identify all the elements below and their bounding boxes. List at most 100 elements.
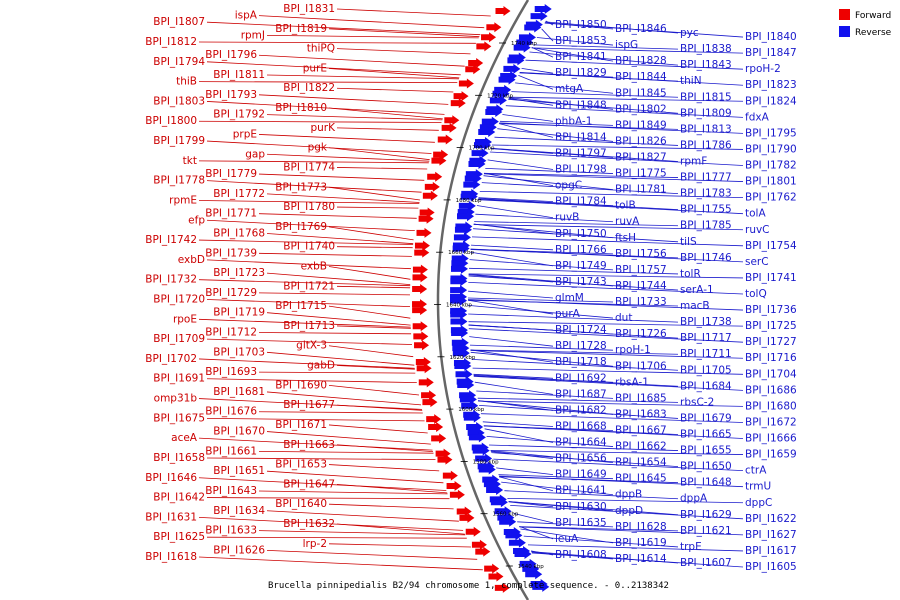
forward-gene-feature [414,247,430,258]
reverse-gene-label: BPI_I1849 [615,119,667,131]
forward-gene-label: BPI_I1677 [283,399,335,411]
forward-gene-feature [427,171,443,182]
forward-gene-label: BPI_I1822 [283,82,335,94]
forward-gene-label: BPI_I1640 [275,498,327,510]
reverse-gene-label: BPI_I1828 [615,55,667,67]
reverse-gene-feature [460,191,478,202]
reverse-leader-line [473,224,744,231]
reverse-gene-label: BPI_I1741 [745,272,797,284]
forward-leader-line [328,384,420,396]
reverse-gene-feature [463,412,481,423]
forward-gene-label: BPI_I1703 [213,346,265,358]
reverse-gene-label: opgC [555,180,582,192]
reverse-leader-line [513,513,554,524]
reverse-gene-label: serA-1 [680,284,714,296]
reverse-leader-line [468,290,554,299]
reverse-gene-label: glmM [555,292,584,304]
reverse-gene-label: BPI_I1738 [680,316,732,328]
forward-leader-line [336,483,448,494]
forward-leader-line [198,200,420,204]
reverse-gene-label: BPI_I1664 [555,437,607,449]
forward-gene-label: rpmJ [241,29,265,41]
forward-gene-label: BPI_I1720 [153,294,205,306]
reverse-gene-label: BPI_I1629 [680,509,732,521]
forward-gene-feature [412,272,428,283]
forward-gene-label: BPI_I1780 [283,201,335,213]
reverse-gene-feature [457,380,475,391]
forward-gene-feature [459,512,475,523]
forward-gene-feature [418,377,434,388]
reverse-gene-label: BPI_I1802 [615,103,667,115]
forward-leader-line [336,365,415,370]
reverse-gene-label: tolB [615,200,636,212]
forward-gene-label: BPI_I1626 [213,544,265,556]
reverse-leader-line [523,535,679,548]
map-caption: Brucella pinnipedialis B2/94 chromosome … [268,581,669,591]
forward-gene-feature [415,356,431,367]
forward-leader-line [258,292,411,296]
reverse-gene-label: BPI_I1717 [680,332,732,344]
forward-leader-line [206,61,461,76]
forward-leader-line [328,543,472,548]
forward-leader-line [266,74,459,80]
gene-labels: BPI_I1831 ispA BPI_I1807 BPI_I1819 rpmJ BPI_I… [145,3,797,573]
reverse-leader-line [519,526,679,532]
forward-gene-feature [488,571,504,582]
reverse-gene-feature [454,360,472,371]
reverse-gene-label: tolA [745,208,766,220]
reverse-gene-feature [454,224,472,235]
reverse-gene-label: rpmF [680,156,707,168]
forward-gene-label: BPI_I1675 [153,412,205,424]
reverse-gene-label: purA [555,308,581,320]
scale-tick-label: 1740 kbp [511,41,537,47]
forward-gene-label: BPI_I1719 [213,307,265,319]
reverse-gene-label: BPI_I1754 [745,240,797,252]
reverse-gene-label: BPI_I1809 [680,107,732,119]
reverse-leader-line [467,299,744,311]
reverse-gene-label: ftsH [615,232,636,244]
reverse-leader-line [470,351,614,367]
forward-leader-line [198,556,483,571]
reverse-gene-label: BPI_I1762 [745,192,797,204]
forward-gene-label: BPI_I1771 [205,208,257,220]
reverse-gene-label: BPI_I1847 [745,47,797,59]
legend-reverse-label: Reverse [855,28,892,38]
reverse-leader-line [510,505,744,520]
forward-gene-label: BPI_I1713 [283,320,335,332]
forward-leader-line [258,371,416,374]
forward-gene-feature [495,6,511,17]
reverse-gene-feature [451,328,469,339]
reverse-gene-label: BPI_I1648 [680,477,732,489]
reverse-gene-label: BPI_I1797 [555,148,607,160]
reverse-gene-label: BPI_I1755 [680,204,732,216]
reverse-leader-line [520,528,614,544]
reverse-gene-feature [532,581,550,592]
forward-leader-line [206,180,422,193]
reverse-leader-line [521,68,554,74]
reverse-gene-feature [525,569,543,580]
scale-tick-label: 1620 kbp [450,355,476,361]
forward-leader-line [336,8,491,17]
reverse-gene-label: BPI_I1746 [680,252,732,264]
reverse-gene-label: ispG [615,39,638,51]
reverse-gene-label: BPI_I1826 [615,135,667,147]
forward-leader-line [206,219,415,231]
reverse-gene-label: BPI_I1848 [555,99,607,111]
reverse-gene-label: BPI_I1840 [745,31,797,43]
forward-leader-line [328,464,440,472]
reverse-gene-feature [508,537,526,548]
reverse-gene-feature [450,285,468,296]
reverse-gene-feature [472,445,490,456]
reverse-gene-label: BPI_I1728 [555,340,607,352]
reverse-leader-line [478,199,744,215]
reverse-gene-label: BPI_I1846 [615,23,667,35]
forward-leader-line [198,160,429,164]
reverse-gene-label: dppC [745,497,772,509]
forward-gene-label: BPI_I1811 [213,69,265,81]
reverse-gene-feature [452,348,470,359]
forward-gene-label: purE [303,62,327,74]
forward-gene-feature [426,414,442,425]
reverse-leader-line [483,175,614,191]
reverse-gene-label: BPI_I1736 [745,304,797,316]
